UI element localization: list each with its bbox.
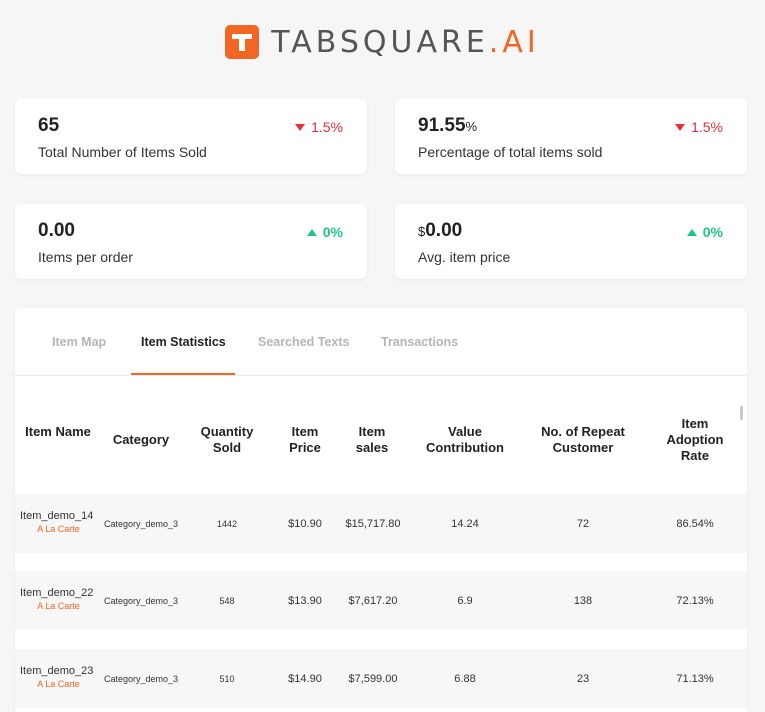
kpi-delta: 0% (306, 224, 343, 240)
category-cell: Category_demo_3 (103, 596, 179, 606)
adoption-rate-cell: 71.13% (676, 673, 714, 685)
tab-transactions[interactable]: Transactions (381, 335, 459, 349)
contribution-cell: 6.9 (457, 595, 473, 607)
price-cell: $14.90 (288, 673, 322, 685)
kpi-value: 0.00 (38, 220, 75, 241)
column-header-item-name[interactable]: Item Name (25, 424, 91, 439)
kpi-label: Avg. item price (418, 249, 511, 265)
tab-item-map[interactable]: Item Map (52, 335, 107, 349)
kpi-value: $0.00 (418, 220, 463, 241)
kpi-label: Items per order (38, 249, 133, 265)
table-header: Item Name Category Quantity Sold Item Pr… (15, 376, 747, 494)
sales-cell: $7,617.20 (348, 595, 398, 607)
item-name-cell: Item_demo_23 A La Carte (20, 665, 97, 689)
kpi-card-items-per-order: 0.00 Items per order 0% (15, 204, 367, 279)
trend-up-icon (306, 228, 317, 236)
quantity-cell: 1442 (216, 519, 238, 529)
column-header-repeat-customer[interactable]: No. of Repeat Customer (541, 424, 625, 455)
kpi-card-percentage-sold: 91.55% Percentage of total items sold 1.… (395, 99, 747, 174)
kpi-delta: 1.5% (295, 119, 343, 135)
kpi-label: Total Number of Items Sold (38, 144, 207, 160)
kpi-value: 91.55% (418, 115, 478, 136)
repeat-customer-cell: 72 (576, 518, 590, 530)
brand-name: TABSQUARE.AI (271, 24, 540, 60)
quantity-cell: 548 (219, 596, 235, 606)
item-name: Item_demo_14 (20, 510, 94, 522)
quantity-cell: 510 (219, 674, 235, 684)
category-cell: Category_demo_3 (103, 519, 179, 529)
brand-logo: TABSQUARE.AI (0, 22, 765, 62)
trend-up-icon (686, 228, 697, 236)
item-name: Item_demo_22 (20, 587, 94, 599)
item-type: A La Carte (37, 601, 80, 611)
adoption-rate-cell: 72.13% (676, 595, 714, 607)
tabsquare-logo-icon (225, 25, 260, 59)
contribution-cell: 6.88 (454, 673, 476, 685)
sales-cell: $7,599.00 (348, 673, 398, 685)
repeat-customer-cell: 23 (576, 673, 590, 685)
item-statistics-panel: Item Map Item Statistics Searched Texts … (15, 308, 747, 712)
kpi-card-avg-item-price: $0.00 Avg. item price 0% (395, 204, 747, 279)
column-header-category[interactable]: Category (112, 432, 170, 447)
brand-suffix: .AI (488, 24, 540, 60)
price-cell: $10.90 (288, 518, 322, 530)
item-name: Item_demo_23 (20, 665, 94, 677)
column-header-quantity-sold[interactable]: Quantity Sold (200, 424, 254, 455)
sales-cell: $15,717.80 (345, 518, 401, 530)
kpi-value: 65 (38, 115, 60, 136)
tab-searched-texts[interactable]: Searched Texts (258, 335, 350, 349)
table-scrollbar[interactable] (740, 406, 743, 420)
repeat-customer-cell: 138 (573, 595, 593, 607)
column-header-value-contribution[interactable]: Value Contribution (426, 424, 504, 455)
table-row[interactable]: Item_demo_14 A La Carte Category_demo_3 … (15, 494, 747, 553)
table-row[interactable]: Item_demo_23 A La Carte Category_demo_3 … (15, 649, 747, 708)
column-header-item-sales[interactable]: Item sales (355, 424, 389, 455)
kpi-delta: 1.5% (675, 119, 723, 135)
column-header-item-price[interactable]: Item Price (289, 424, 321, 455)
column-header-adoption-rate[interactable]: Item Adoption Rate (666, 416, 724, 463)
trend-down-icon (295, 123, 306, 131)
item-type: A La Carte (37, 679, 80, 689)
item-type: A La Carte (37, 524, 80, 534)
item-name-cell: Item_demo_22 A La Carte (20, 587, 97, 611)
item-name-cell: Item_demo_14 A La Carte (20, 510, 97, 534)
kpi-delta: 0% (686, 224, 723, 240)
kpi-card-items-sold: 65 Total Number of Items Sold 1.5% (15, 99, 367, 174)
active-tab-indicator (131, 373, 235, 375)
table-row[interactable]: Item_demo_22 A La Carte Category_demo_3 … (15, 571, 747, 630)
kpi-label: Percentage of total items sold (418, 144, 603, 160)
contribution-cell: 14.24 (451, 518, 479, 530)
tab-bar: Item Map Item Statistics Searched Texts … (15, 308, 747, 376)
category-cell: Category_demo_3 (103, 674, 179, 684)
trend-down-icon (675, 123, 686, 131)
price-cell: $13.90 (288, 595, 322, 607)
tab-item-statistics[interactable]: Item Statistics (141, 335, 226, 349)
adoption-rate-cell: 86.54% (676, 518, 714, 530)
